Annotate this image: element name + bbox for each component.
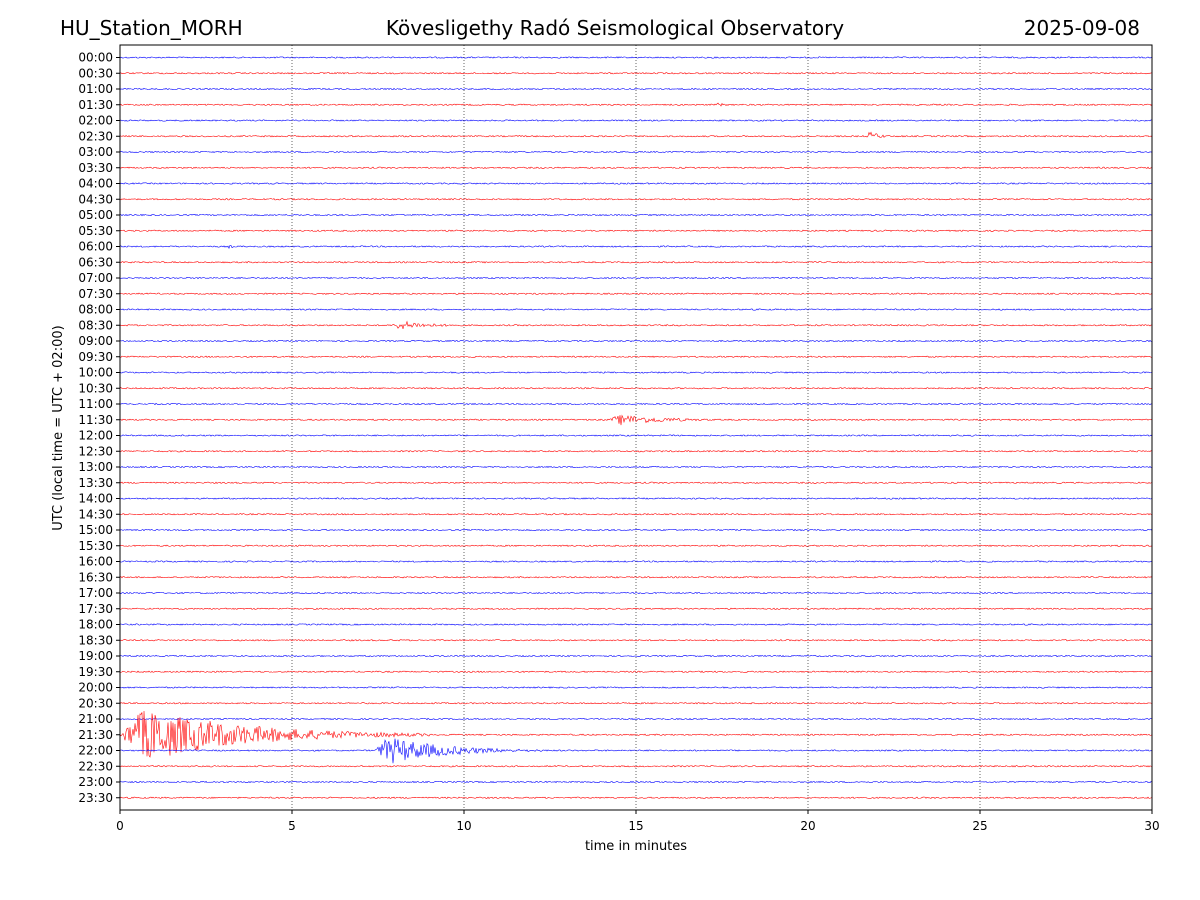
trace-row-0930 <box>119 355 1153 358</box>
y-tick-label: 10:30 <box>78 381 113 395</box>
y-tick-label: 08:00 <box>78 303 113 317</box>
x-tick-label: 20 <box>800 819 815 833</box>
x-axis-label: time in minutes <box>585 839 687 854</box>
y-tick-label: 02:00 <box>78 114 113 128</box>
y-tick-label: 15:30 <box>78 539 113 553</box>
trace-row-1900 <box>119 654 1153 658</box>
y-tick-label: 06:00 <box>78 240 113 254</box>
trace-row-2030 <box>119 702 1153 705</box>
y-tick-label: 09:00 <box>78 334 113 348</box>
trace-row-1700 <box>119 591 1153 595</box>
x-tick-label: 15 <box>628 819 643 833</box>
trace-row-1830 <box>119 639 1153 642</box>
y-tick-label: 14:00 <box>78 492 113 506</box>
y-tick-label: 10:00 <box>78 366 113 380</box>
y-tick-label: 06:30 <box>78 255 113 269</box>
trace-row-1230 <box>119 450 1153 453</box>
y-tick-label: 03:30 <box>78 161 113 175</box>
y-tick-label: 20:30 <box>78 696 113 710</box>
trace-row-0900 <box>119 339 1153 343</box>
y-tick-label: 19:30 <box>78 665 113 679</box>
y-tick-label: 23:30 <box>78 791 113 805</box>
y-tick-label: 12:00 <box>78 429 113 443</box>
y-tick-label: 18:30 <box>78 633 113 647</box>
trace-row-0700 <box>119 276 1153 280</box>
x-axis: 0 5 10 15 20 25 30 <box>116 810 1160 833</box>
y-tick-label: 12:30 <box>78 444 113 458</box>
trace-row-0330 <box>119 166 1153 169</box>
trace-row-1530 <box>119 544 1153 547</box>
y-tick-label: 22:00 <box>78 744 113 758</box>
y-tick-label: 05:30 <box>78 224 113 238</box>
y-tick-label: 01:00 <box>78 82 113 96</box>
y-tick-label: 17:00 <box>78 586 113 600</box>
y-tick-label: 09:30 <box>78 350 113 364</box>
trace-row-1130 <box>119 414 1153 426</box>
y-tick-label: 08:30 <box>78 318 113 332</box>
x-tick-label: 5 <box>288 819 296 833</box>
y-tick-label: 07:30 <box>78 287 113 301</box>
y-tick-label: 20:00 <box>78 681 113 695</box>
y-tick-label: 02:30 <box>78 129 113 143</box>
x-tick-label: 25 <box>972 819 987 833</box>
y-tick-label: 11:30 <box>78 413 113 427</box>
y-tick-label: 22:30 <box>78 759 113 773</box>
chart-title: Kövesligethy Radó Seismological Observat… <box>385 16 845 40</box>
y-tick-label: 01:30 <box>78 98 113 112</box>
y-tick-label: 00:30 <box>78 66 113 80</box>
grid-lines <box>291 45 981 810</box>
y-tick-label: 05:00 <box>78 208 113 222</box>
y-tick-label: 23:00 <box>78 775 113 789</box>
trace-row-1500 <box>119 528 1153 532</box>
y-tick-label: 21:30 <box>78 728 113 742</box>
y-tick-label: 17:30 <box>78 602 113 616</box>
y-tick-label: 03:00 <box>78 145 113 159</box>
y-tick-label: 04:30 <box>78 192 113 206</box>
trace-row-2100 <box>119 717 1153 721</box>
x-tick-label: 10 <box>456 819 471 833</box>
y-tick-label: 13:00 <box>78 460 113 474</box>
trace-row-2300 <box>119 780 1153 784</box>
trace-row-0030 <box>119 72 1153 75</box>
trace-row-2330 <box>119 796 1153 799</box>
trace-row-0100 <box>119 87 1153 91</box>
y-tick-label: 18:00 <box>78 618 113 632</box>
y-tick-label: 13:30 <box>78 476 113 490</box>
x-tick-label: 30 <box>1144 819 1159 833</box>
trace-row-0300 <box>119 150 1153 154</box>
y-tick-label: 04:00 <box>78 177 113 191</box>
y-tick-label: 21:00 <box>78 712 113 726</box>
trace-row-1730 <box>119 607 1153 610</box>
x-tick-label: 0 <box>116 819 124 833</box>
trace-row-0500 <box>119 213 1153 217</box>
trace-row-1430 <box>119 513 1153 516</box>
y-axis-label: UTC (local time = UTC + 02:00) <box>51 325 66 530</box>
y-tick-label: 19:00 <box>78 649 113 663</box>
y-tick-label: 16:00 <box>78 555 113 569</box>
y-tick-label: 07:00 <box>78 271 113 285</box>
y-tick-label: 00:00 <box>78 51 113 65</box>
y-tick-label: 14:30 <box>78 507 113 521</box>
y-tick-label: 15:00 <box>78 523 113 537</box>
chart-date: 2025-09-08 <box>1023 16 1140 40</box>
trace-row-1300 <box>119 465 1153 469</box>
y-tick-label: 16:30 <box>78 570 113 584</box>
station-name: HU_Station_MORH <box>60 16 243 40</box>
y-tick-label: 11:00 <box>78 397 113 411</box>
trace-row-0430 <box>119 198 1153 201</box>
trace-row-1100 <box>119 402 1153 406</box>
trace-row-0230 <box>119 131 1153 138</box>
trace-row-1630 <box>119 576 1153 579</box>
